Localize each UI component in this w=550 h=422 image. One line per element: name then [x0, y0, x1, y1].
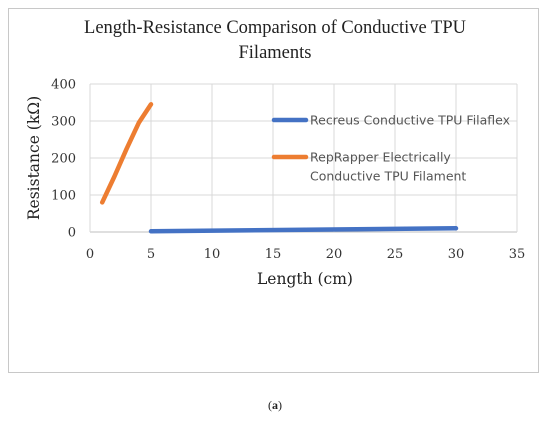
- y-axis: 0 100 200 300 400: [51, 78, 76, 241]
- y-tick-label: 300: [51, 115, 76, 130]
- x-axis-title: Length (cm): [257, 270, 353, 288]
- x-tick-label: 35: [509, 247, 526, 262]
- chart-title: Length-Resistance Comparison of Conducti…: [0, 16, 550, 66]
- series-lines: [99, 102, 459, 234]
- legend-label-1: Recreus Conductive TPU Filaflex: [310, 113, 510, 128]
- series-line-2: [99, 102, 154, 205]
- x-tick-label: 10: [204, 247, 221, 262]
- series-line-1: [148, 226, 459, 234]
- legend-label-2: RepRapper Electrically: [310, 150, 451, 165]
- y-tick-label: 100: [51, 189, 76, 204]
- y-tick-label: 400: [51, 78, 76, 93]
- chart-title-line-2: Filaments: [238, 43, 312, 63]
- x-tick-label: 5: [147, 247, 155, 262]
- x-tick-label: 30: [448, 247, 465, 262]
- y-tick-label: 200: [51, 152, 76, 167]
- x-tick-label: 0: [86, 247, 94, 262]
- legend: Recreus Conductive TPU Filaflex RepRapper…: [271, 113, 510, 184]
- x-tick-label: 20: [326, 247, 343, 262]
- x-tick-label: 15: [265, 247, 282, 262]
- y-axis-title: Resistance (kΩ): [25, 96, 43, 220]
- x-tick-label: 25: [387, 247, 404, 262]
- figure-caption: (a): [268, 398, 282, 412]
- y-tick-label: 0: [68, 226, 76, 241]
- chart-title-line-1: Length-Resistance Comparison of Conducti…: [84, 18, 466, 38]
- caption-label: a: [272, 398, 278, 412]
- x-axis: 0 5 10 15 20 25 30 35: [86, 247, 525, 262]
- legend-label-2: Conductive TPU Filament: [310, 169, 466, 184]
